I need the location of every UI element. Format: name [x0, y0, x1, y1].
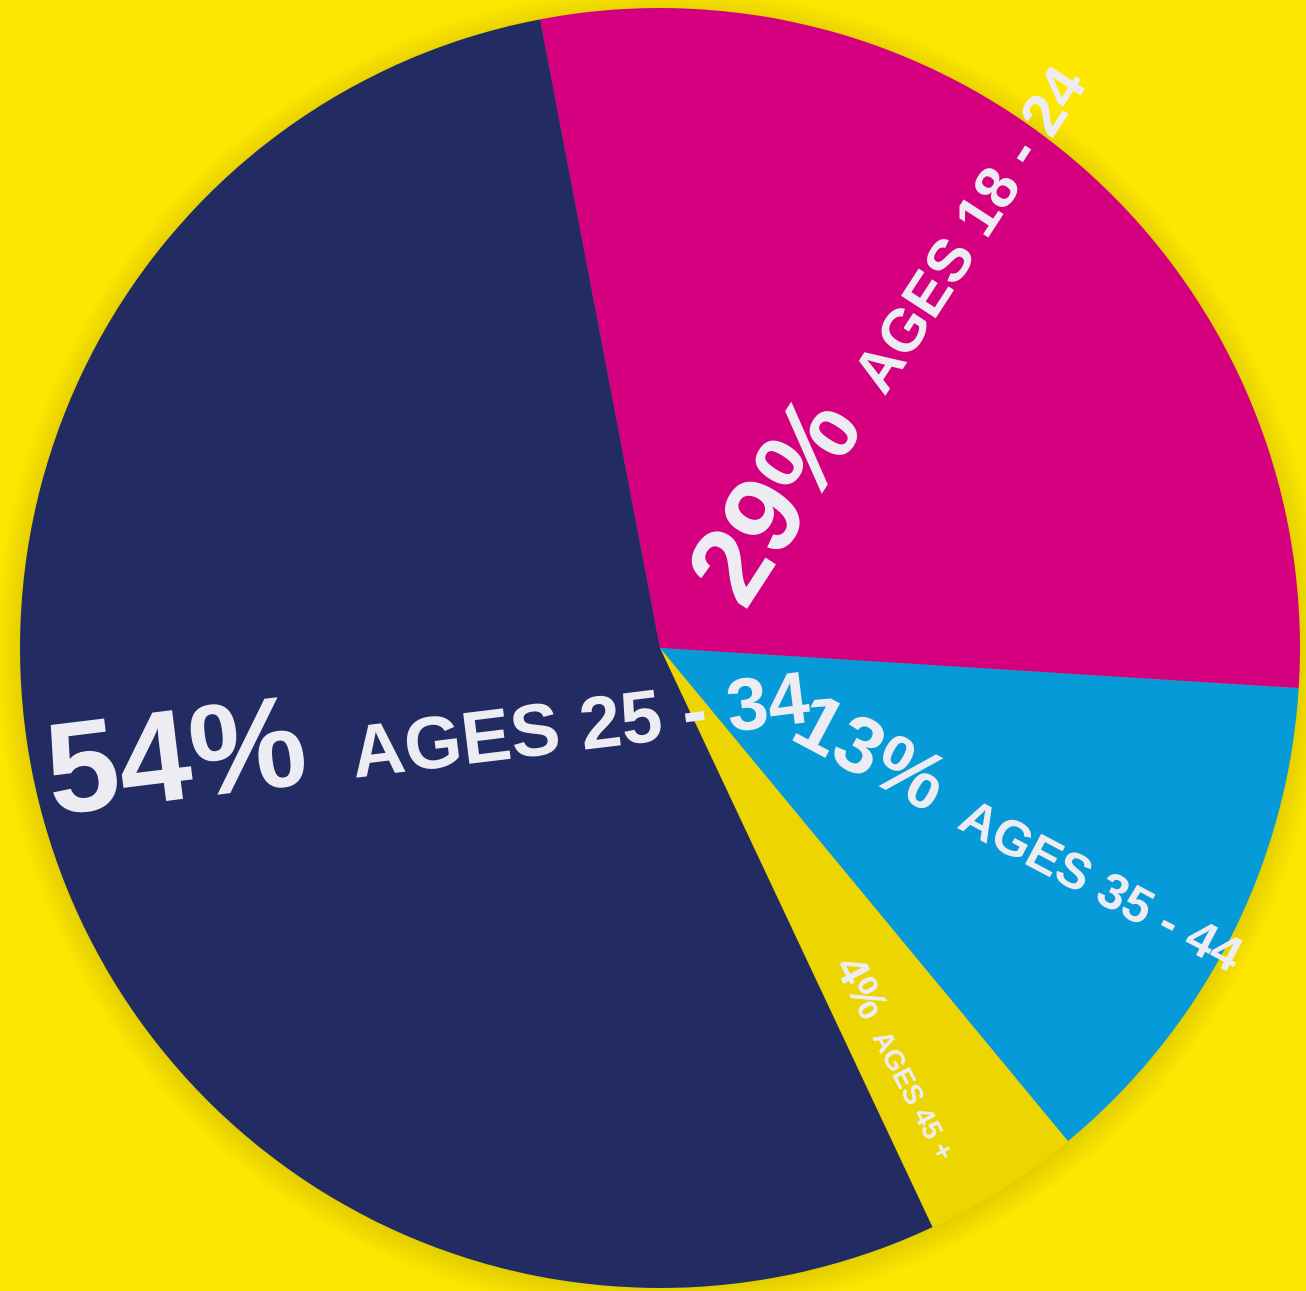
pie: [20, 8, 1300, 1288]
pie-slice: [660, 648, 1299, 1142]
value-label: 54%: [38, 666, 314, 843]
pie-slice: [660, 648, 1068, 1228]
pie-slice: [20, 19, 933, 1288]
pie-slice: [540, 8, 1300, 689]
